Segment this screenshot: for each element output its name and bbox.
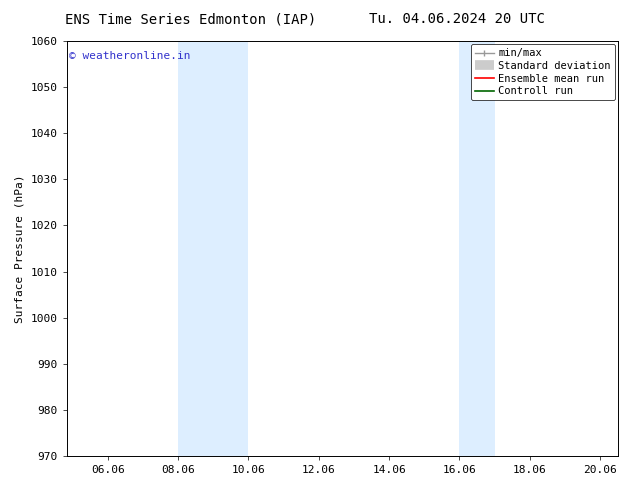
Text: ENS Time Series Edmonton (IAP): ENS Time Series Edmonton (IAP) [65,12,316,26]
Legend: min/max, Standard deviation, Ensemble mean run, Controll run: min/max, Standard deviation, Ensemble me… [471,44,615,100]
Y-axis label: Surface Pressure (hPa): Surface Pressure (hPa) [15,174,25,323]
Bar [460,41,495,456]
Bar [178,41,249,456]
Text: © weatheronline.in: © weatheronline.in [69,51,191,61]
Text: Tu. 04.06.2024 20 UTC: Tu. 04.06.2024 20 UTC [368,12,545,26]
